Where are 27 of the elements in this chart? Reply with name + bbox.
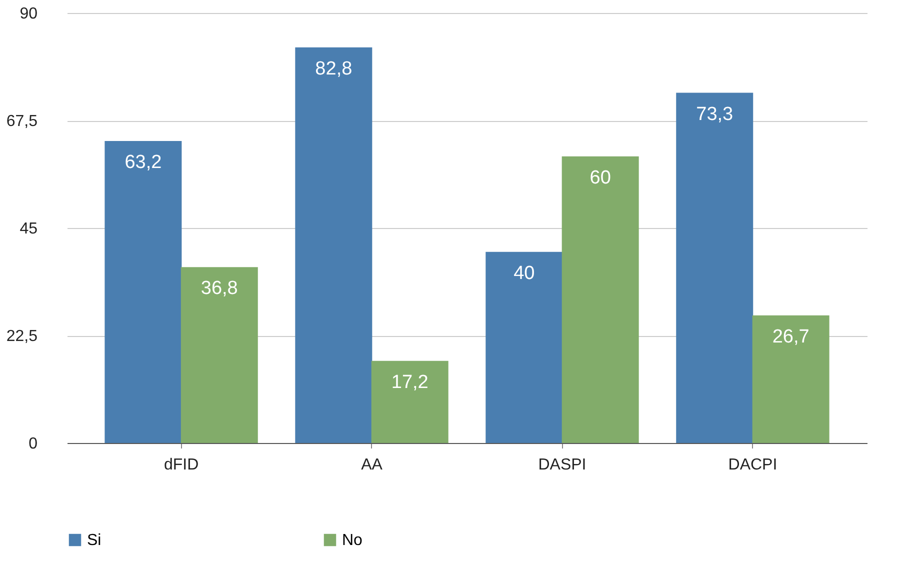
- data-label: 60: [590, 167, 611, 188]
- bar: [180, 267, 258, 443]
- data-label: 63,2: [124, 152, 162, 174]
- bar: [562, 156, 639, 443]
- x-tick-label: DASPI: [538, 456, 586, 474]
- legend-label: No: [342, 532, 363, 549]
- data-label: 40: [514, 262, 535, 284]
- y-tick-label: 45: [20, 220, 38, 238]
- x-tick-label: DACPI: [728, 456, 778, 474]
- y-tick-label: 90: [20, 6, 38, 22]
- bar: [295, 47, 372, 443]
- x-tick-label: dFID: [164, 456, 199, 474]
- bar: [676, 92, 754, 443]
- bar: [752, 315, 830, 443]
- data-label: 17,2: [391, 372, 428, 393]
- y-tick-label: 0: [28, 436, 38, 452]
- y-tick-label: 67,5: [6, 113, 38, 130]
- data-label: 82,8: [315, 58, 352, 80]
- data-label: 73,3: [696, 104, 734, 125]
- data-label: 36,8: [200, 278, 238, 300]
- bar: [104, 141, 182, 443]
- bar: [486, 252, 563, 443]
- x-tick-label: AA: [361, 456, 383, 474]
- data-label: 26,7: [772, 326, 810, 348]
- bar: [371, 360, 448, 443]
- y-tick-label: 22,5: [6, 328, 38, 345]
- legend-label: Si: [87, 532, 102, 549]
